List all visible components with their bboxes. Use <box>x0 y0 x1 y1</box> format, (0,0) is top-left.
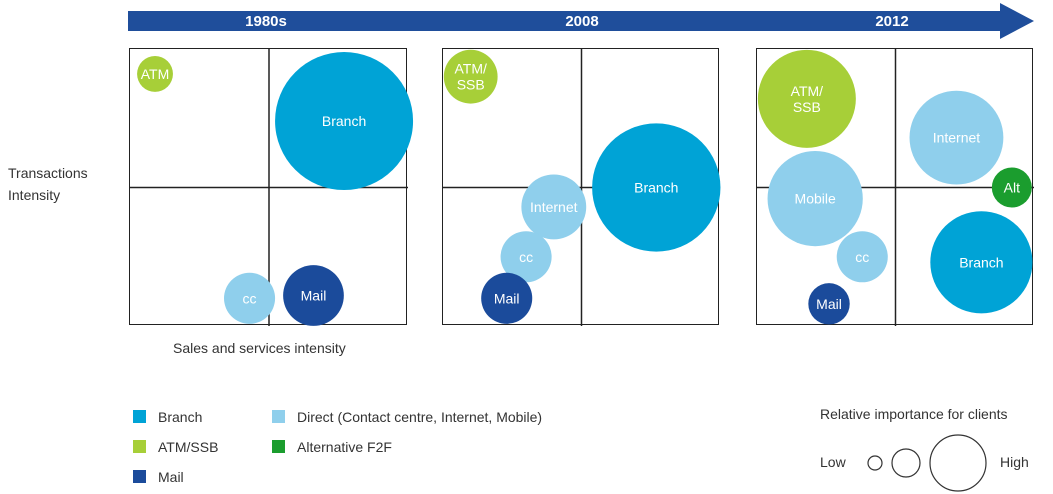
legend-label-atm: ATM/SSB <box>158 439 219 455</box>
bubble-label-mail-2008: Mail <box>494 290 520 306</box>
bubble-atm-1980s <box>137 55 173 92</box>
bubble-mobile-2012 <box>767 150 863 247</box>
bubble-mail-2008 <box>481 272 533 324</box>
bubble-label-branch-2008: Branch <box>634 180 678 196</box>
bubble-label-atmssb-2012: ATM/SSB <box>791 83 824 115</box>
size-circle-large <box>929 434 987 492</box>
legend-swatch-alt <box>272 440 285 453</box>
legend-swatch-atm <box>133 440 146 453</box>
legend-label-direct: Direct (Contact centre, Internet, Mobile… <box>297 409 543 425</box>
bubble-cc-2012 <box>836 231 888 283</box>
legend-swatch-mail <box>133 470 146 483</box>
legend-item-branch: Branch <box>133 409 202 425</box>
legend-label-mail: Mail <box>158 469 184 485</box>
bubble-alt-2012 <box>991 167 1032 208</box>
bubble-mail-1980s <box>283 265 344 326</box>
legend-swatch-direct <box>272 410 285 423</box>
size-legend-low: Low <box>820 454 846 470</box>
size-legend-title: Relative importance for clients <box>820 406 1008 422</box>
bubble-label-mobile-2012: Mobile <box>795 191 836 207</box>
size-circle-medium <box>891 448 921 478</box>
bubble-label-internet-2012: Internet <box>933 130 981 146</box>
panel-1980s-svg: ATM Branch cc Mail <box>130 49 414 326</box>
bubble-label-internet-2008: Internet <box>530 199 578 215</box>
legend-label-alt: Alternative F2F <box>297 439 392 455</box>
matrix-panel-2008: ATM/SSB Branch Internet cc Mail <box>442 48 721 326</box>
size-circle-small <box>867 455 883 471</box>
size-legend-circles <box>867 434 987 492</box>
legend-item-direct: Direct (Contact centre, Internet, Mobile… <box>272 409 542 425</box>
bubble-label-mail-1980s: Mail <box>301 288 327 304</box>
bubble-label-branch-2012: Branch <box>959 254 1003 270</box>
bubble-mail-2012 <box>808 283 850 325</box>
matrix-panel-2012: ATM/SSB Internet Alt Mail Mobile cc Branch <box>756 48 1034 326</box>
bubble-cc-1980s <box>224 272 276 324</box>
y-axis-label: Transactions Intensity <box>8 162 88 206</box>
legend-label-branch: Branch <box>158 409 203 425</box>
y-axis-label-line-1: Transactions <box>8 165 88 181</box>
legend-item-mail: Mail <box>133 469 184 485</box>
bubble-label-cc-1980s: cc <box>243 290 257 306</box>
bubble-label-alt-2012: Alt <box>1004 180 1020 196</box>
legend-swatch-branch <box>133 410 146 423</box>
bubble-label-mail-2012: Mail <box>816 296 842 312</box>
era-label-2008: 2008 <box>565 13 599 30</box>
bubble-internet-2008 <box>521 174 587 240</box>
bubble-label-atm-1980s: ATM <box>141 66 170 82</box>
bubble-branch-2012 <box>930 211 1033 314</box>
bubble-branch-2008 <box>592 123 721 252</box>
bubble-label-branch-1980s: Branch <box>322 113 366 129</box>
bubble-atmssb-2008 <box>443 49 498 104</box>
bubble-cc-2008 <box>500 231 552 283</box>
legend-item-atm: ATM/SSB <box>133 439 218 455</box>
timeline-arrow <box>128 3 1034 39</box>
bubble-label-cc-2008: cc <box>519 249 533 265</box>
era-label-1980s: 1980s <box>245 13 287 30</box>
size-legend-high: High <box>1000 454 1029 470</box>
bubble-label-atmssb-2008: ATM/SSB <box>454 61 487 93</box>
y-axis-label-line-2: Intensity <box>8 187 61 203</box>
bubble-label-cc-2012: cc <box>855 249 869 265</box>
x-axis-label: Sales and services intensity <box>173 340 346 356</box>
bubble-atmssb-2012 <box>757 49 856 148</box>
legend-item-alt: Alternative F2F <box>272 439 392 455</box>
era-label-2012: 2012 <box>875 13 909 30</box>
panel-2008-svg: ATM/SSB Branch Internet cc Mail <box>443 49 721 326</box>
panel-2012-svg: ATM/SSB Internet Alt Mail Mobile cc Branch <box>757 49 1034 326</box>
bubble-branch-1980s <box>275 52 414 191</box>
matrix-panel-1980s: ATM Branch cc Mail <box>129 48 414 326</box>
bubble-internet-2012 <box>909 90 1004 185</box>
